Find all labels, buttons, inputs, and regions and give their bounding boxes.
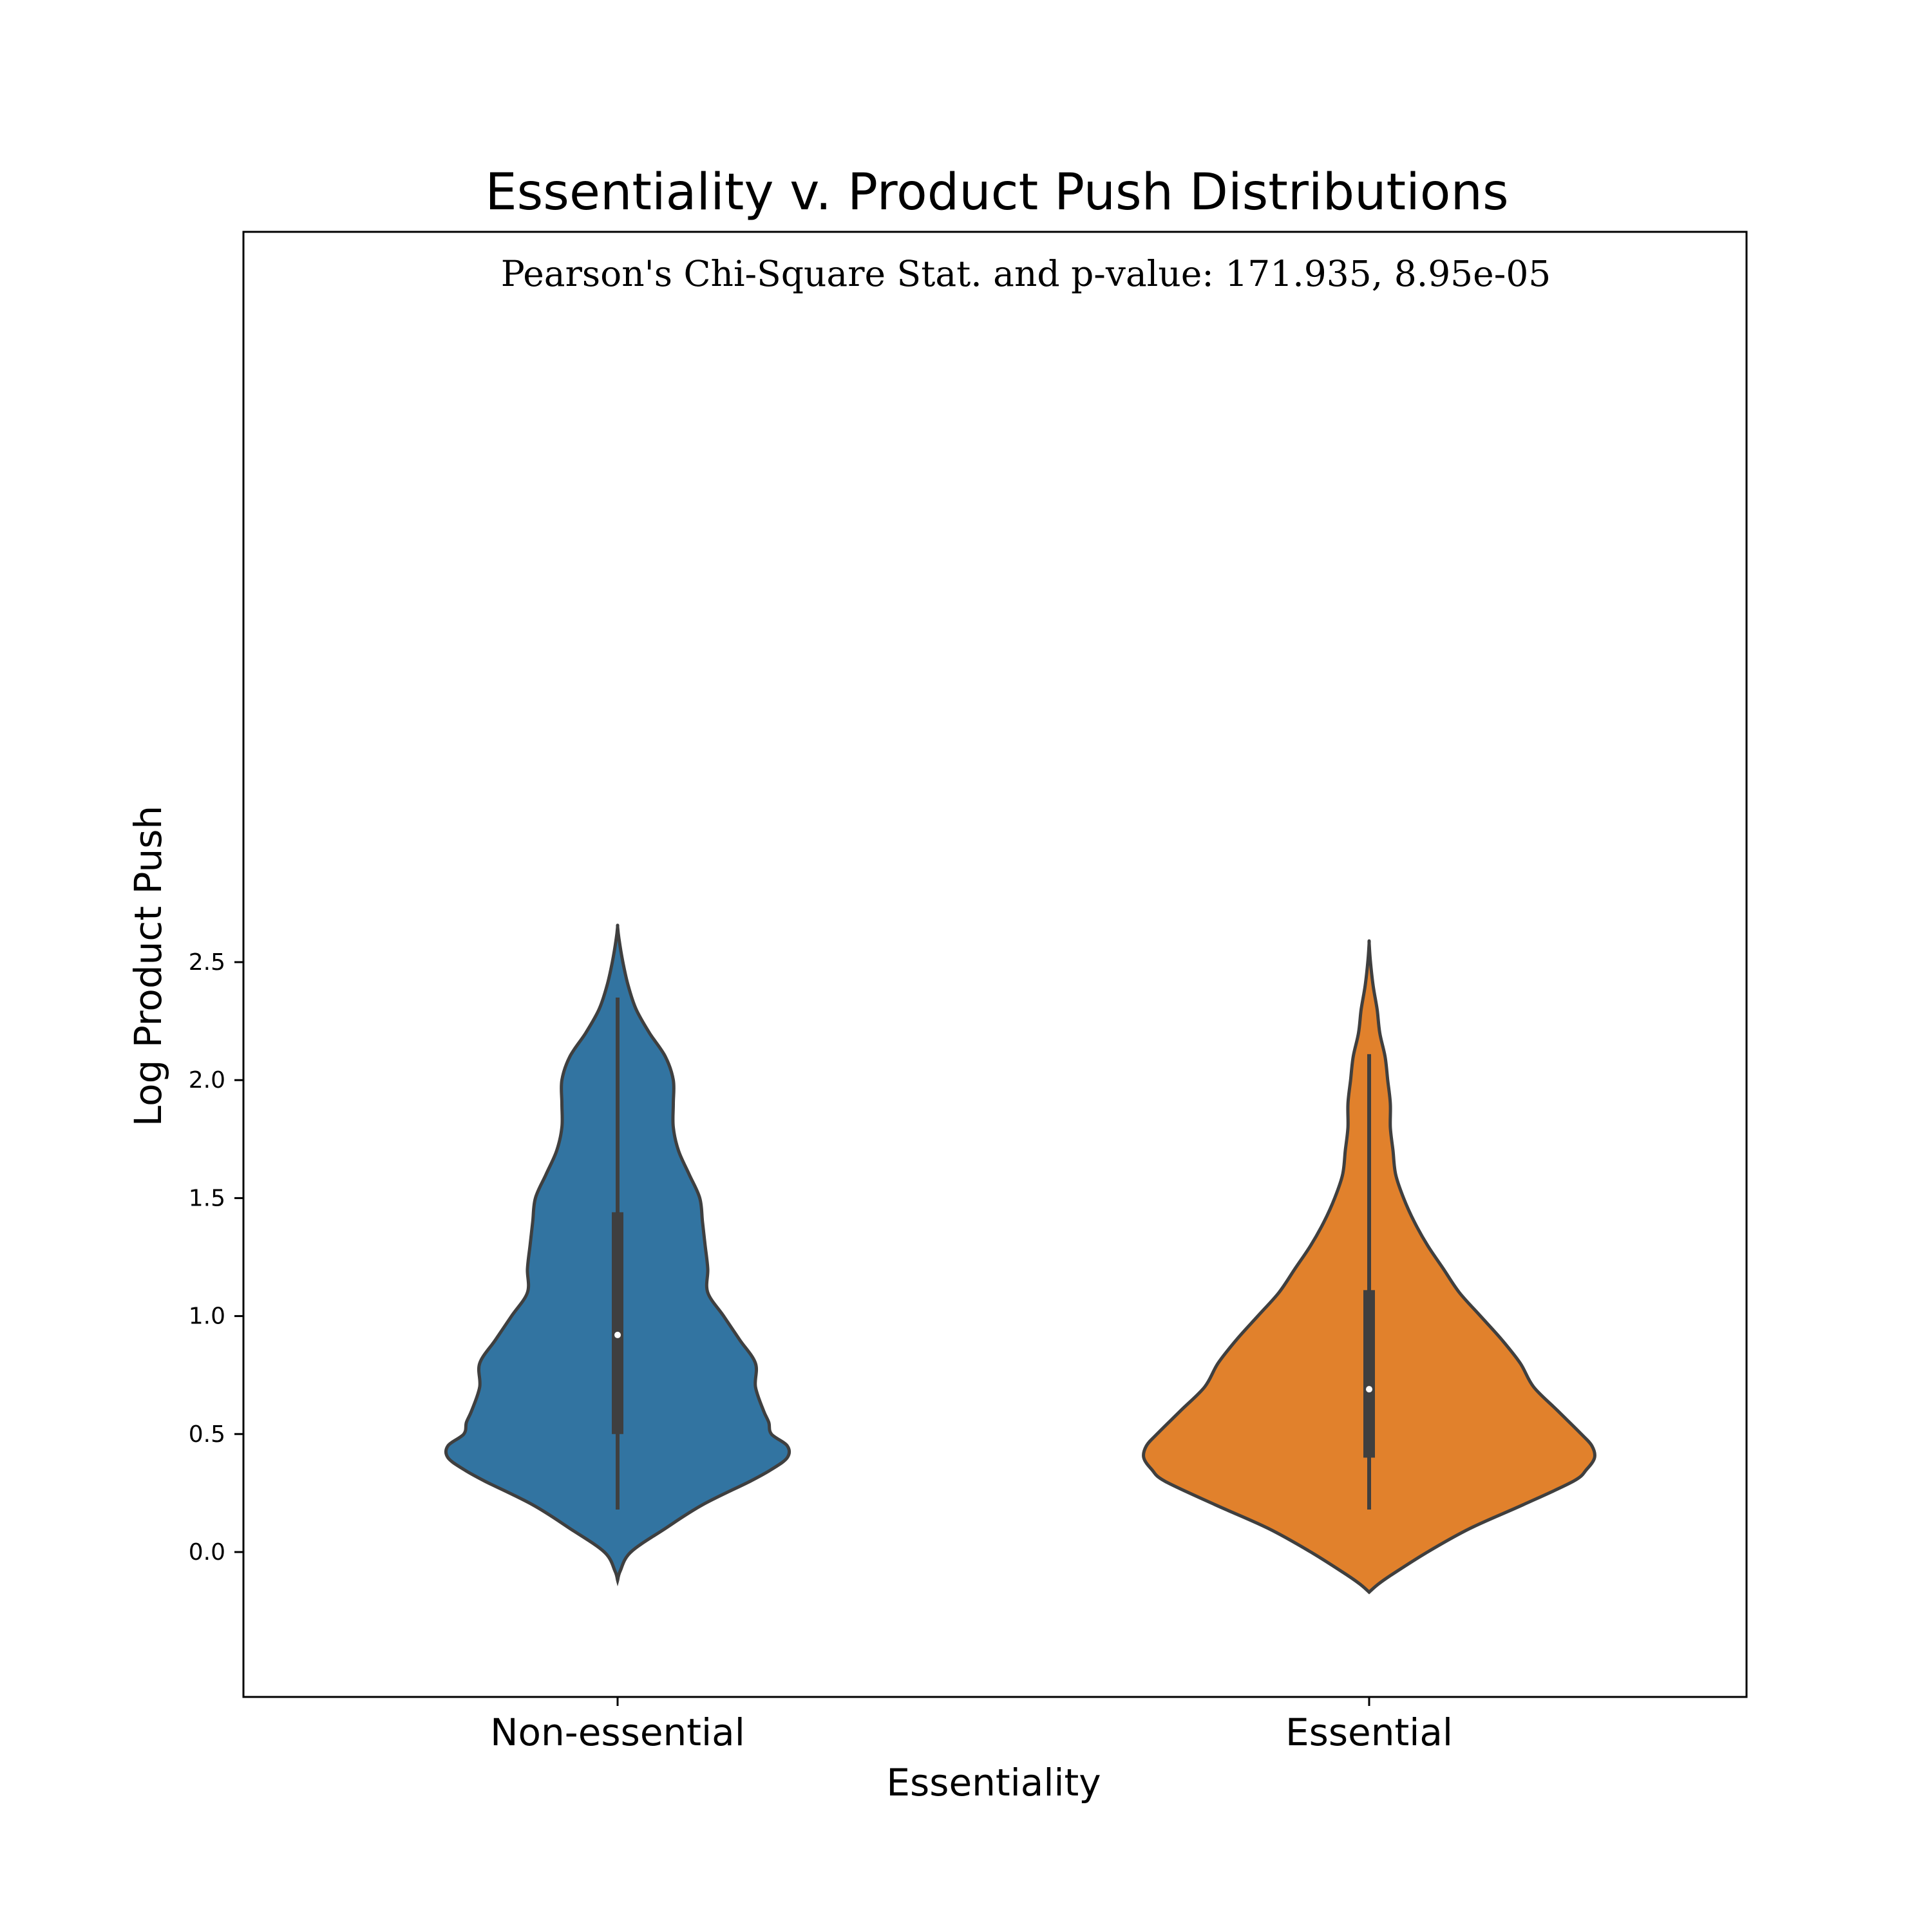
plot-frame: [242, 231, 1748, 1698]
plot-area: [444, 923, 1596, 1595]
violin-iqr-box: [612, 1212, 623, 1434]
x-tick-label: Essential: [1285, 1710, 1453, 1754]
y-tick-label: 1.5: [189, 1185, 225, 1211]
chart-title: Essentiality v. Product Push Distributio…: [485, 164, 1508, 222]
violin-median-point: [1366, 1386, 1372, 1393]
violin-essential: [1142, 939, 1596, 1595]
x-tick-label: Non-essential: [490, 1710, 745, 1754]
y-axis: 0.0 0.5 1.0 1.5 2.0 2.5: [189, 949, 243, 1566]
y-tick-label: 2.5: [189, 949, 225, 976]
violin-non-essential: [444, 923, 791, 1587]
y-tick-label: 0.0: [189, 1539, 225, 1566]
x-axis: Non-essential Essential: [490, 1697, 1453, 1754]
y-tick-label: 2.0: [189, 1067, 225, 1094]
x-axis-label: Essentiality: [886, 1761, 1101, 1804]
y-tick-label: 0.5: [189, 1421, 225, 1448]
y-tick-label: 1.0: [189, 1303, 225, 1330]
y-axis-label: Log Product Push: [126, 806, 170, 1126]
violin-iqr-box: [1363, 1290, 1375, 1458]
chart-annotation: Pearson's Chi-Square Stat. and p-value: …: [501, 253, 1551, 294]
violin-median-point: [614, 1331, 621, 1338]
